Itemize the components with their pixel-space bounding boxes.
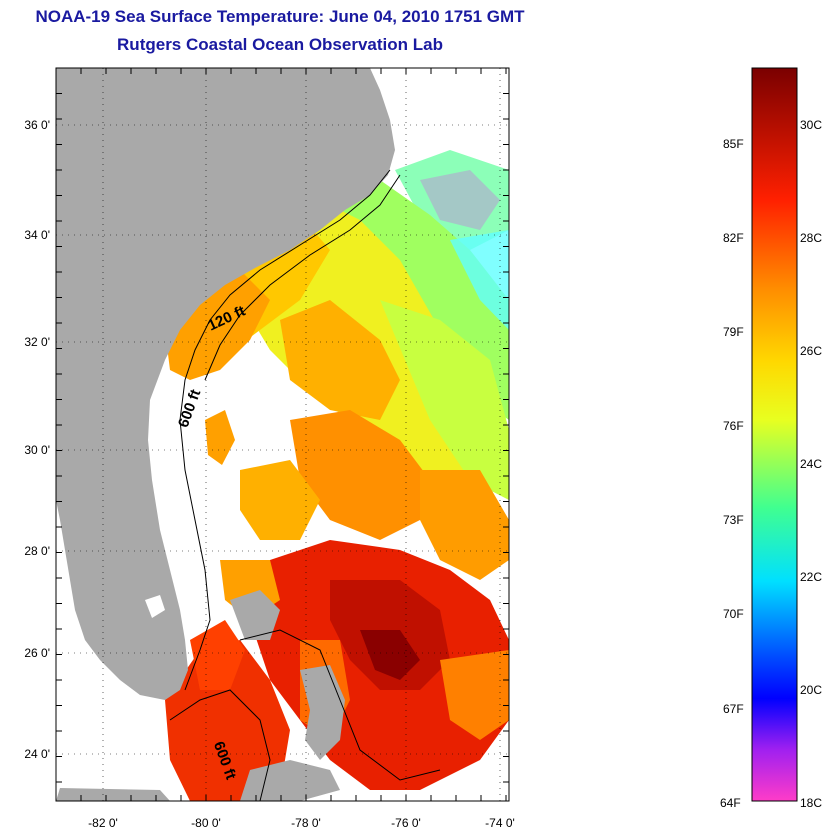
lon-label: -76 0' [391, 816, 421, 830]
lat-label: 34 0' [24, 228, 50, 242]
lon-label: -78 0' [291, 816, 321, 830]
lat-label: 28 0' [24, 544, 50, 558]
land [56, 68, 395, 801]
colorbar-f-label: 79F [723, 325, 744, 339]
lon-label: -74 0' [485, 816, 515, 830]
colorbar-f-label: 64F [720, 796, 741, 810]
map-subtitle: Rutgers Coastal Ocean Observation Lab [117, 35, 443, 54]
lat-label: 26 0' [24, 646, 50, 660]
colorbar-c-label: 22C [800, 570, 823, 584]
colorbar-c-label: 30C [800, 118, 823, 132]
lat-label: 30 0' [24, 443, 50, 457]
colorbar-c-label: 28C [800, 231, 823, 245]
lat-label: 24 0' [24, 747, 50, 761]
map-title: NOAA-19 Sea Surface Temperature: June 04… [35, 7, 525, 26]
lon-label: -82 0' [88, 816, 118, 830]
colorbar-f-label: 76F [723, 419, 744, 433]
map-frame [55, 67, 510, 802]
colorbar-f-label: 73F [723, 513, 744, 527]
colorbar-f-label: 82F [723, 231, 744, 245]
lat-label: 36 0' [24, 118, 50, 132]
colorbar [751, 67, 798, 802]
colorbar-f-label: 67F [723, 702, 744, 716]
colorbar-c-label: 26C [800, 344, 823, 358]
graticule [55, 67, 509, 801]
lat-label: 32 0' [24, 335, 50, 349]
colorbar-c-label: 18C [800, 796, 823, 810]
colorbar-c-label: 24C [800, 457, 823, 471]
depth-contours [169, 169, 441, 801]
colorbar-f-label: 85F [723, 137, 744, 151]
colorbar-c-label: 20C [800, 683, 823, 697]
lon-label: -80 0' [191, 816, 221, 830]
colorbar-f-label: 70F [723, 607, 744, 621]
sst-field [165, 68, 509, 801]
